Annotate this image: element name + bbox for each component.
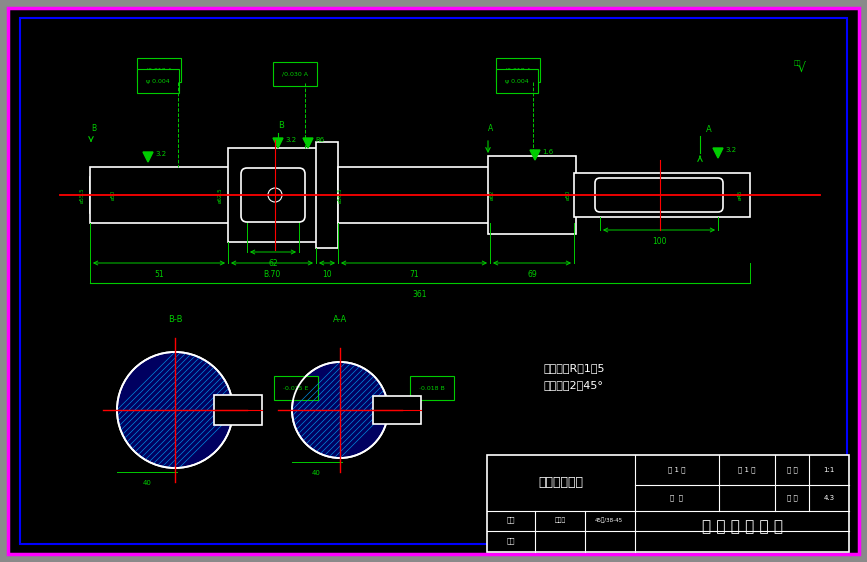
Text: 备注: 备注 — [794, 60, 801, 66]
Text: A-A: A-A — [333, 315, 347, 324]
Polygon shape — [303, 138, 313, 148]
Text: ø62.5: ø62.5 — [218, 187, 223, 203]
FancyBboxPatch shape — [241, 168, 305, 222]
Text: B: B — [278, 121, 284, 130]
Text: √: √ — [798, 62, 806, 75]
Text: 40: 40 — [142, 480, 152, 486]
FancyBboxPatch shape — [595, 178, 723, 212]
Text: 71: 71 — [409, 270, 419, 279]
Polygon shape — [143, 152, 153, 162]
Text: ·0.015 E: ·0.015 E — [283, 386, 309, 391]
Text: 69: 69 — [527, 270, 537, 279]
Text: 未注圆角R＝1．5: 未注圆角R＝1．5 — [543, 363, 604, 373]
Text: 3.2: 3.2 — [155, 151, 166, 157]
Text: R6: R6 — [315, 137, 324, 143]
Circle shape — [268, 188, 282, 202]
Text: 数  量: 数 量 — [670, 495, 683, 501]
Bar — [214, 395, 262, 425]
Text: 审核: 审核 — [506, 538, 515, 545]
Text: 全态级: 全态级 — [554, 517, 565, 523]
Text: /0.018 A: /0.018 A — [505, 67, 531, 72]
Text: B: B — [91, 124, 96, 133]
Text: 3.2: 3.2 — [725, 147, 736, 153]
Text: ·0.018 B: ·0.018 B — [419, 386, 445, 391]
Polygon shape — [273, 138, 283, 148]
Bar — [90, 167, 230, 223]
Text: ψ 0.004: ψ 0.004 — [146, 79, 170, 84]
Bar — [316, 142, 338, 248]
Text: A: A — [488, 124, 493, 133]
Text: 减速箱低速轴: 减速箱低速轴 — [538, 477, 583, 490]
Bar — [90, 177, 152, 213]
Text: 62: 62 — [268, 259, 277, 268]
Text: 1.6: 1.6 — [542, 149, 553, 155]
Text: 361: 361 — [413, 290, 427, 299]
Text: 沈 阳 理 工 大 学: 沈 阳 理 工 大 学 — [701, 519, 783, 534]
Text: 45钢/38-45: 45钢/38-45 — [595, 517, 623, 523]
Text: 共 1 张: 共 1 张 — [668, 466, 686, 473]
Text: ø62: ø62 — [490, 190, 494, 200]
Text: 比 例: 比 例 — [786, 466, 798, 473]
Circle shape — [292, 362, 388, 458]
Polygon shape — [530, 150, 540, 160]
Text: ø56.5: ø56.5 — [337, 187, 342, 203]
Text: 10: 10 — [323, 270, 332, 279]
Text: 4.3: 4.3 — [824, 495, 835, 501]
Text: 图 号: 图 号 — [786, 495, 798, 501]
Text: 第 1 张: 第 1 张 — [738, 466, 756, 473]
Bar — [228, 148, 318, 242]
Text: 40: 40 — [311, 470, 321, 476]
Text: ø50: ø50 — [110, 190, 115, 200]
Text: ø50: ø50 — [565, 190, 570, 200]
Text: 1:1: 1:1 — [824, 467, 835, 473]
Text: 材料: 材料 — [506, 516, 515, 523]
Bar — [338, 167, 490, 223]
Bar — [488, 156, 576, 234]
Text: B.70: B.70 — [264, 270, 281, 279]
Text: A: A — [706, 125, 712, 134]
Text: /0.012 A: /0.012 A — [146, 67, 172, 72]
Text: ø55.5: ø55.5 — [80, 187, 84, 203]
Bar — [574, 173, 750, 217]
Text: 51: 51 — [154, 270, 164, 279]
Text: /0.030 A: /0.030 A — [282, 71, 308, 76]
Bar — [373, 396, 421, 424]
Text: B-B: B-B — [167, 315, 182, 324]
Text: 未注倒角2＊45°: 未注倒角2＊45° — [543, 380, 603, 390]
Polygon shape — [713, 148, 723, 158]
Text: ψ 0.004: ψ 0.004 — [505, 79, 529, 84]
Circle shape — [117, 352, 233, 468]
Text: 100: 100 — [652, 237, 666, 246]
Text: ø45: ø45 — [738, 190, 742, 200]
Bar — [487, 455, 849, 552]
Text: 3.2: 3.2 — [285, 137, 297, 143]
